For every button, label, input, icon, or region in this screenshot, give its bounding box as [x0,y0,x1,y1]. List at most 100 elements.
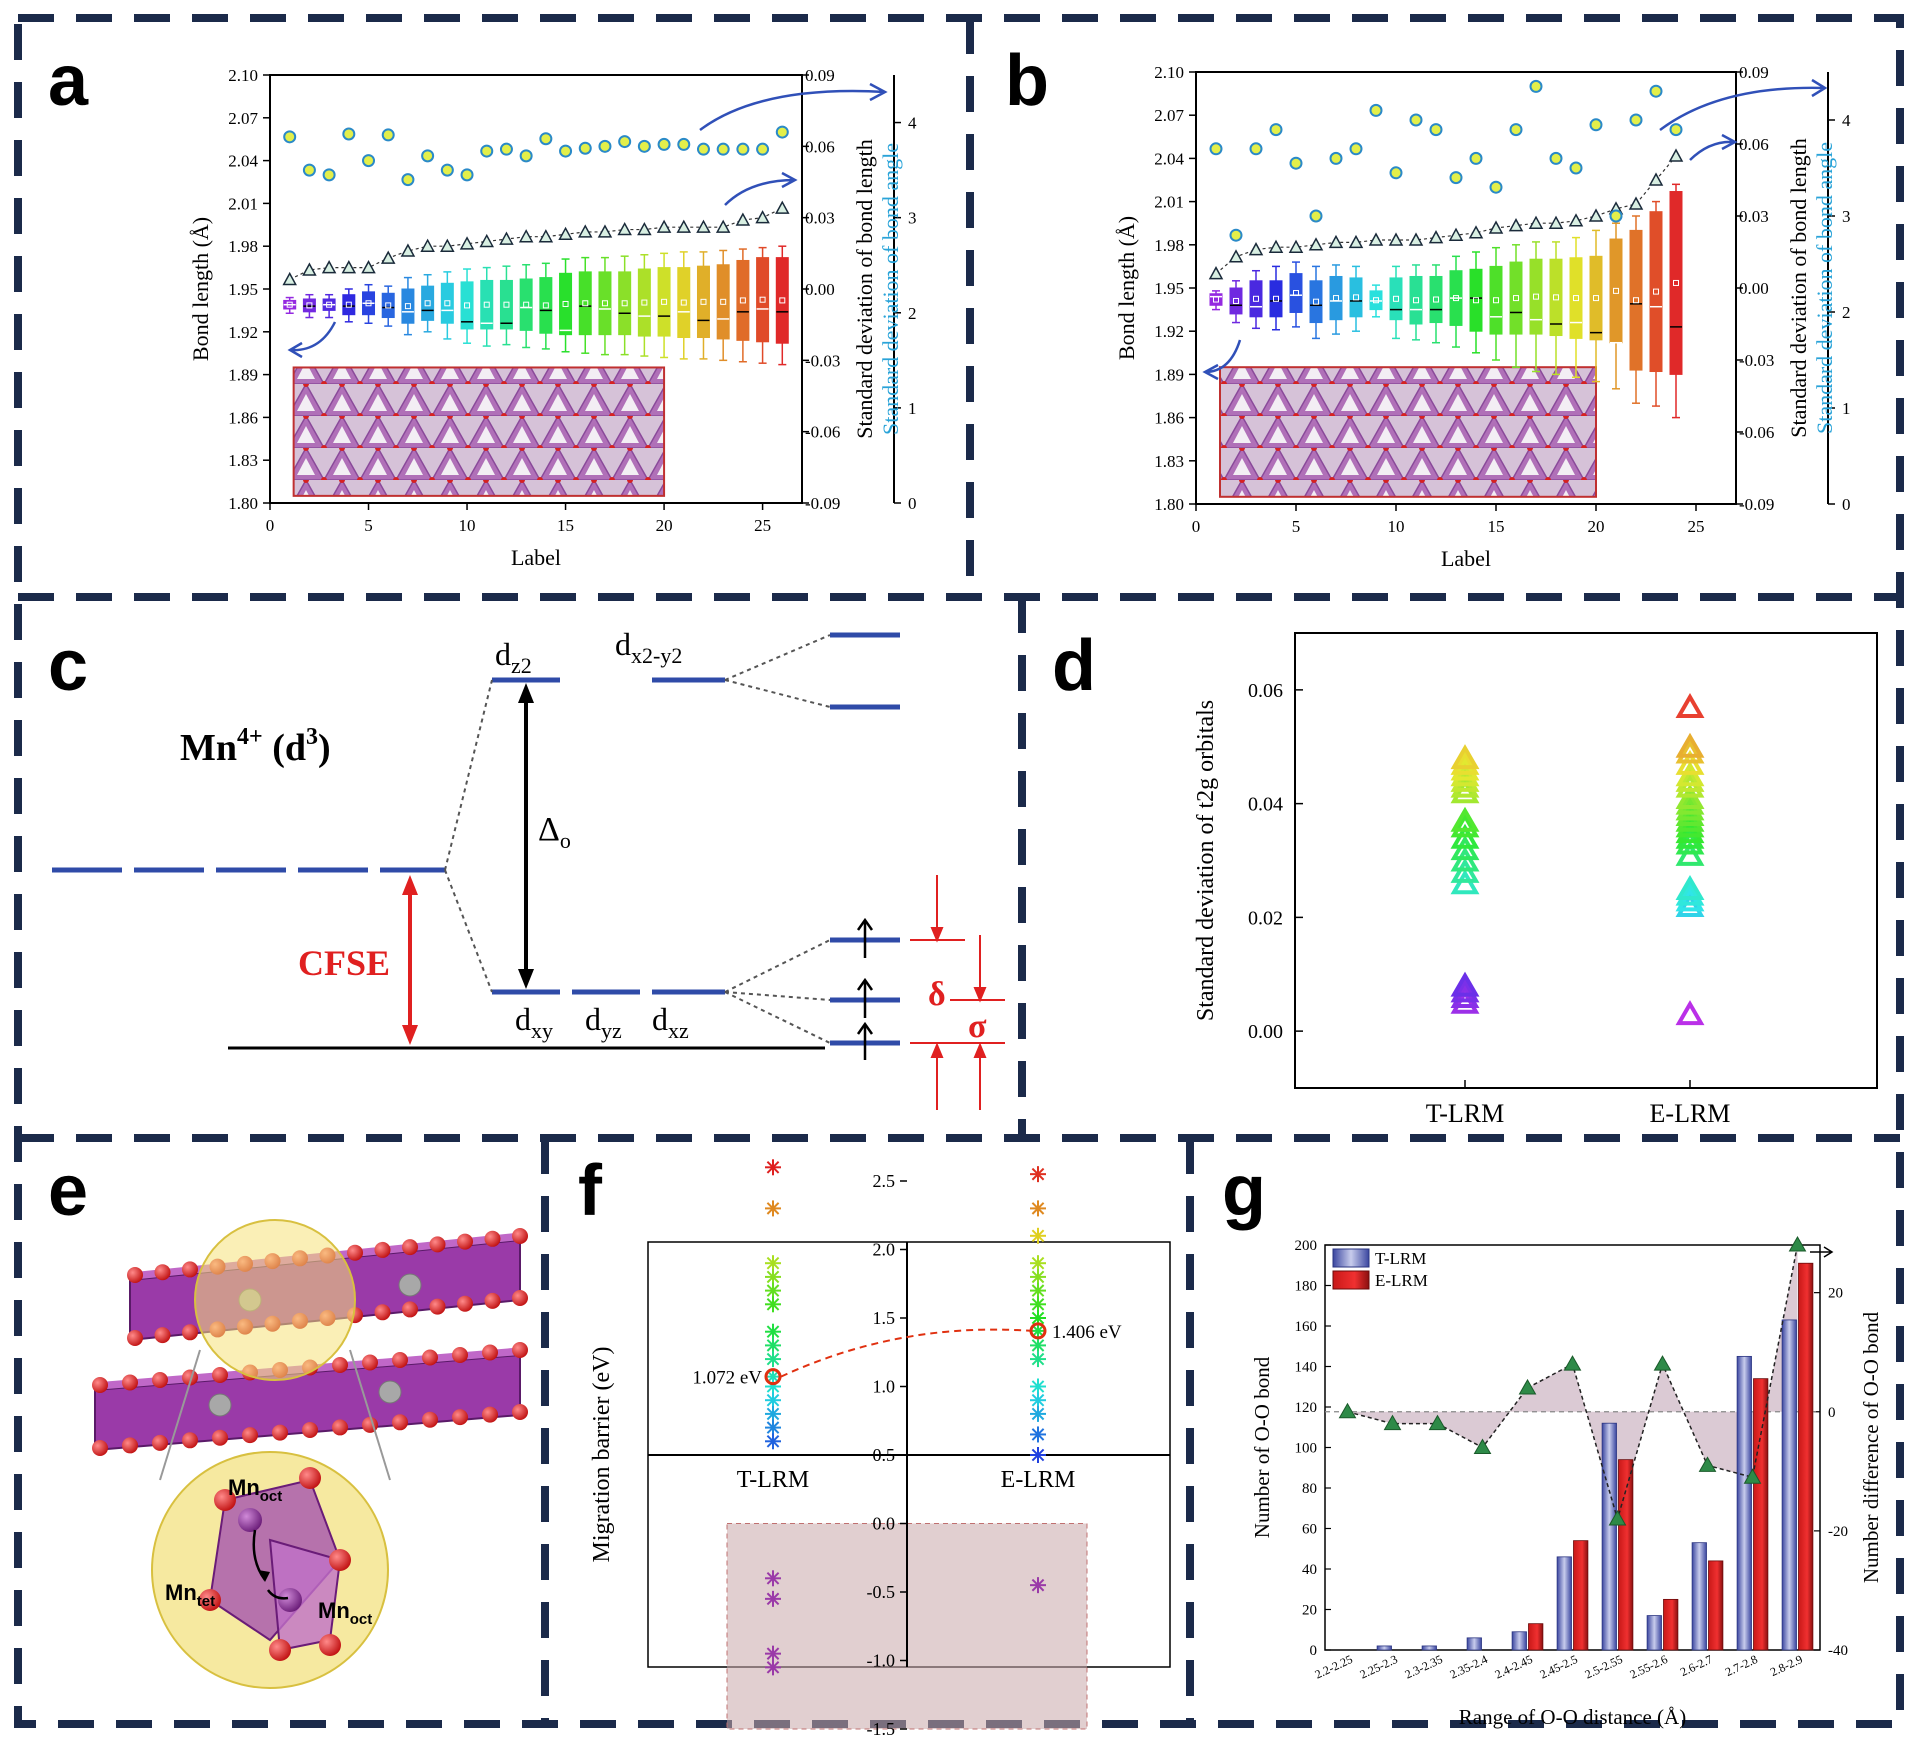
triangle-point [1675,766,1705,792]
triangle-point [420,238,435,252]
asterisk-stroke [1031,1407,1045,1421]
panel-label-c: c [48,626,88,706]
box-mean [1393,295,1399,302]
box-mean [582,300,589,307]
left-tick-label: 2.07 [1154,106,1184,125]
y-tick-label: 60 [1302,1522,1317,1538]
left-tick-label: 2.04 [1154,149,1184,168]
box [657,267,671,337]
triangle-point [755,210,770,224]
asterisk-stroke [766,1434,780,1448]
box [1629,229,1643,371]
right1-tick-label: -0.09 [805,494,840,513]
asterisk-stroke [766,1370,780,1383]
circle-point [1229,228,1243,242]
triangle-point [597,224,613,238]
asterisk-point [1030,1378,1046,1395]
circle-point [1629,113,1643,127]
left-tick-label: 2.07 [228,109,258,128]
triangle-point [1675,880,1705,906]
circle-point [342,127,356,141]
y-right1-label: Standard deviation of bond length [852,139,877,438]
right1-tick-label: -0.03 [1739,351,1774,370]
left-tick-label: 1.83 [228,451,258,470]
box [736,259,750,341]
bar-tlrm [1736,1355,1752,1651]
triangle-point [1450,812,1480,838]
difference-point [1563,1355,1582,1371]
y-tick-label: 1.0 [873,1377,896,1397]
box-mean [523,301,530,308]
asterisk-stroke [1031,1229,1045,1243]
oxygen-atom [272,1424,288,1441]
right1-tick-label: 0.00 [1739,279,1769,298]
box [1669,191,1683,375]
circle-point [1649,84,1663,98]
circle-point [1489,180,1503,194]
oxygen-atom [422,1349,438,1366]
difference-point [1653,1355,1672,1371]
left-tick-label: 2.10 [228,66,258,85]
difference-point [1608,1509,1627,1526]
triangle-point [696,219,711,233]
triangle-point [1675,738,1705,764]
oxygen-atom [182,1369,198,1386]
left-tick-label: 2.04 [228,152,258,171]
triangle-point [1368,232,1384,246]
x-tick-label: 10 [459,516,476,535]
connector-lines [444,634,831,1044]
asterisk-stroke [1031,1448,1045,1462]
left-tick-label: 1.92 [1154,322,1184,341]
angle-arrow [1659,78,1828,132]
y-tick-label: 140 [1295,1360,1318,1376]
y-right-tick-label: 20 [1828,1286,1843,1302]
y-tick-label: 20 [1302,1603,1317,1619]
y-tick-label: 100 [1295,1441,1318,1457]
triangle-point [1648,172,1664,186]
triangle-point [459,236,475,250]
legend-label-tlrm: T-LRM [1375,1249,1426,1268]
box [1589,255,1603,341]
dxz-label: dxz [652,1001,689,1043]
panel-b-chart: 2.10 2.07 2.04 2.01 1.98 1.95 1.92 1.89 1.86 1.83… [1114,63,1851,571]
triangle-point [440,238,455,252]
box-mean [385,302,392,309]
circle-point [480,144,494,158]
box-mean [1433,296,1439,303]
x-tick-label: 2.55-2.6 [1628,1652,1670,1682]
oxygen-atom [422,1411,438,1428]
y-right2-label: Standard deviation of bond angle [1812,142,1837,434]
right2-tick-label: 1 [1842,399,1851,418]
x-tick-label: 5 [364,516,373,535]
triangle-point [1668,148,1684,162]
x-axis-label: Range of O-O distance (Å) [1459,1705,1686,1729]
left-tick-label: 1.80 [228,494,258,513]
asterisk-point [1030,1268,1046,1285]
circle-point [401,173,415,187]
box [440,282,454,324]
circle-point [1409,113,1423,127]
asterisk-stroke [766,1339,780,1352]
asterisk-stroke [1031,1202,1045,1215]
x-tick-label: 2.45-2.5 [1538,1652,1580,1682]
circle-point [1609,209,1623,223]
oxygen-atom [482,1344,498,1361]
asterisk-point [1030,1392,1046,1409]
lithium-atom [378,1380,402,1404]
asterisk-point [765,1337,781,1354]
oxygen-atom [182,1261,198,1278]
box-mean [444,300,451,307]
triangle-point [1675,1000,1705,1026]
box [421,285,435,321]
length-arrow [724,171,798,206]
box [578,271,592,336]
triangle-point [1450,749,1480,775]
oxygen-atom [402,1239,418,1256]
oxygen-atom [332,1357,348,1373]
asterisk-stroke [766,1160,780,1174]
panel-a-chart: 2.10 2.07 2.04 2.01 1.98 1.95 1.92 1.89 1.86 1.83… [188,66,917,570]
box-mean [720,298,727,305]
x-tick-label: 0 [266,516,275,535]
box [637,268,651,337]
triangle-point [1448,227,1464,241]
